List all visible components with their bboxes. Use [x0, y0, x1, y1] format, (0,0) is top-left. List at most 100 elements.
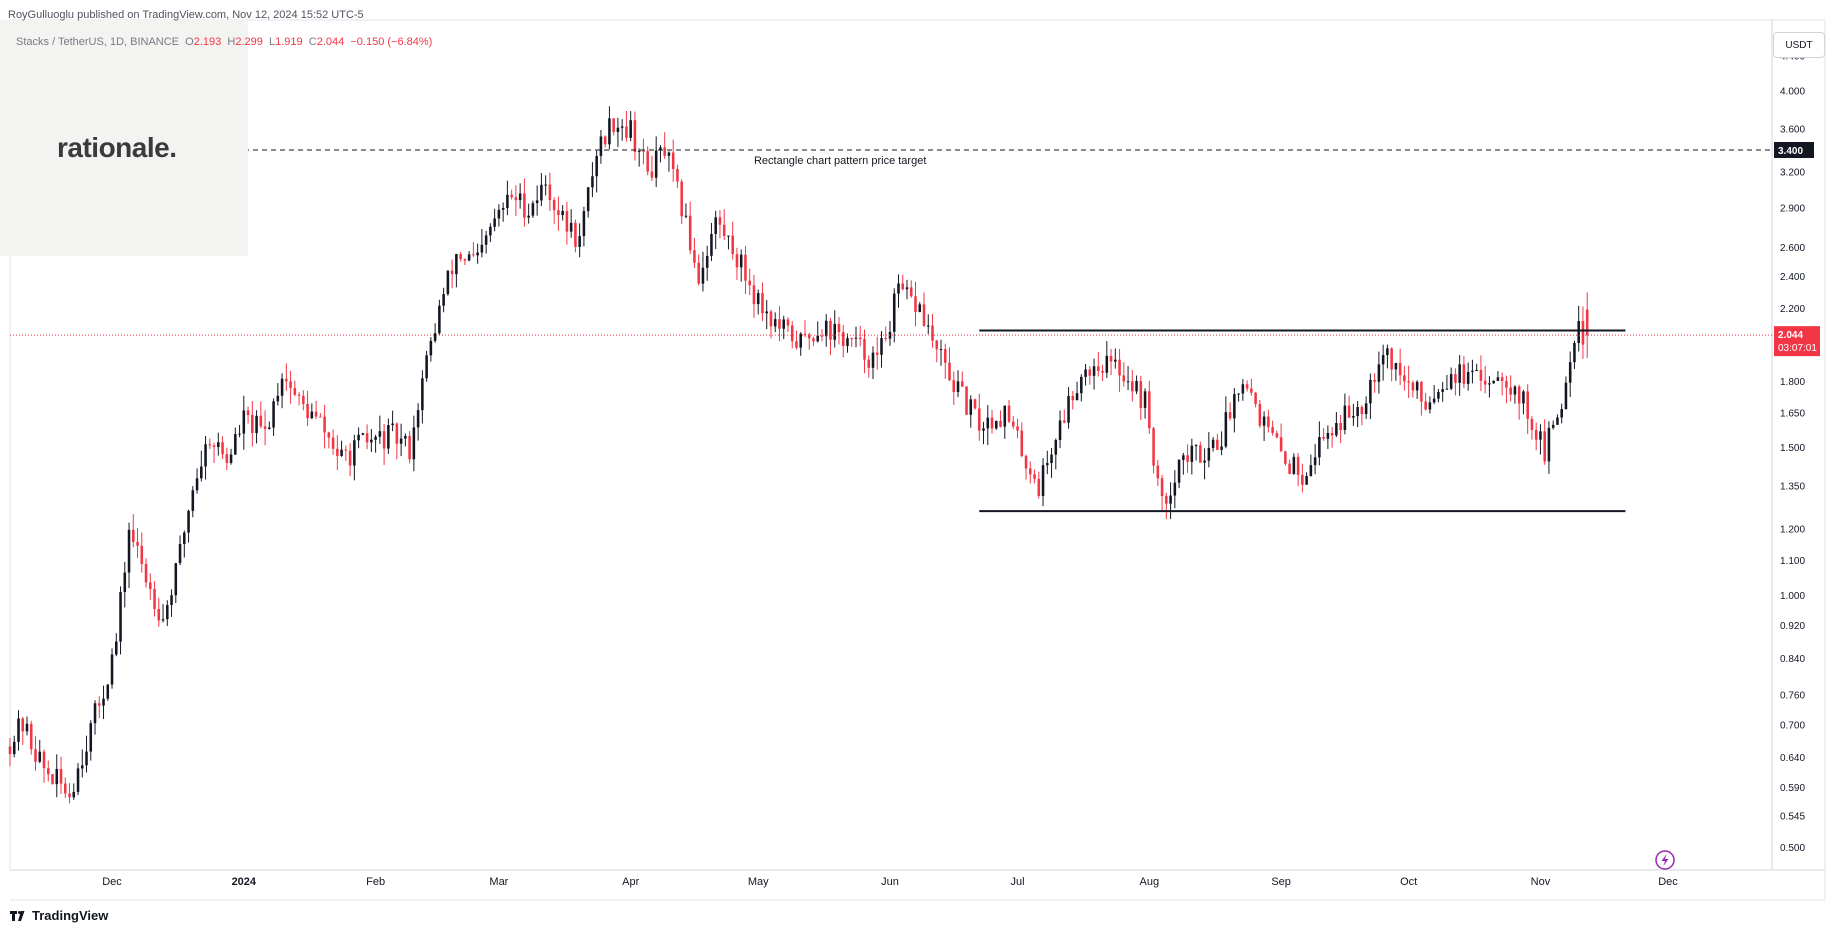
candle-body — [982, 428, 985, 431]
candle-body — [973, 399, 977, 409]
candle-body — [969, 399, 973, 415]
candle-body — [225, 454, 229, 463]
candle-body — [1233, 394, 1236, 419]
candle-body — [80, 765, 84, 769]
candle-body — [744, 254, 747, 281]
candle-body — [731, 235, 734, 255]
y-tick-label: 0.840 — [1780, 654, 1805, 665]
candle-body — [467, 254, 471, 261]
candle-body — [1343, 405, 1347, 431]
candle-body — [1241, 384, 1245, 394]
watermark-box: rationale. — [0, 20, 248, 256]
x-tick-label: Oct — [1400, 876, 1417, 888]
candle-body — [909, 287, 913, 297]
candle-body — [1301, 474, 1304, 485]
candle-body — [705, 255, 709, 268]
candle-body — [1271, 427, 1274, 434]
candle-body — [990, 417, 994, 429]
candle-body — [680, 181, 683, 217]
candle-body — [1033, 474, 1036, 479]
currency-button[interactable]: USDT — [1773, 32, 1825, 58]
candle-body — [612, 118, 615, 132]
candle-body — [506, 194, 509, 208]
candle-body — [102, 698, 105, 706]
candle-body — [1012, 421, 1015, 427]
candle-body — [93, 703, 97, 724]
candle-body — [799, 333, 802, 348]
candle-body — [1556, 417, 1559, 425]
candle-body — [1050, 454, 1053, 464]
candle-body — [327, 432, 331, 438]
candle-body — [710, 233, 713, 256]
candle-body — [1479, 370, 1483, 381]
candle-body — [212, 445, 216, 448]
candle-body — [807, 334, 811, 339]
y-tick-label: 0.920 — [1780, 621, 1805, 632]
footer-brand[interactable]: TradingView — [10, 908, 108, 923]
candle-body — [1551, 424, 1555, 428]
candle-body — [76, 768, 80, 792]
candle-body — [110, 654, 114, 685]
candle-body — [654, 150, 658, 178]
candle-body — [170, 595, 173, 606]
candle-body — [837, 323, 841, 333]
candle-body — [863, 339, 866, 360]
candle-body — [1398, 363, 1402, 376]
candle-body — [1318, 437, 1321, 458]
candle-body — [875, 352, 879, 355]
candle-body — [1041, 465, 1045, 496]
candle-body — [1530, 418, 1534, 430]
candle-body — [1284, 451, 1287, 464]
candle-body — [72, 791, 76, 798]
x-tick-label: 2024 — [232, 876, 257, 888]
candle-body — [208, 444, 212, 446]
candle-body — [1428, 402, 1432, 410]
candle-body — [671, 152, 675, 169]
candle-body — [204, 444, 207, 467]
candle-body — [595, 155, 598, 177]
candle-body — [331, 437, 335, 449]
candle-body — [569, 222, 573, 232]
candle-body — [442, 294, 445, 306]
candle-body — [625, 126, 628, 138]
candle-body — [1139, 381, 1143, 408]
candle-body — [1326, 432, 1330, 439]
candle-body — [221, 442, 224, 455]
candle-body — [1437, 391, 1440, 399]
y-tick-label: 2.900 — [1780, 203, 1805, 214]
candle-body — [1577, 321, 1580, 344]
candle-body — [1573, 343, 1576, 363]
candle-body — [1458, 364, 1461, 383]
candle-body — [892, 293, 896, 332]
candle-body — [616, 127, 620, 132]
target-price-tag-text: 3.400 — [1778, 146, 1803, 157]
candle-body — [297, 394, 301, 396]
candle-body — [824, 320, 828, 337]
candle-body — [98, 703, 101, 706]
candle-body — [497, 209, 501, 219]
candle-body — [370, 439, 373, 443]
candle-body — [1182, 455, 1185, 460]
candle-body — [1122, 375, 1126, 382]
rationale-logo: rationale. — [57, 132, 177, 163]
candle-body — [1143, 391, 1147, 408]
candle-body — [1016, 426, 1019, 431]
candle-body — [25, 723, 29, 732]
candle-body — [259, 415, 263, 427]
candle-body — [735, 254, 739, 268]
candle-body — [1224, 412, 1228, 447]
candle-body — [586, 187, 590, 212]
candle-body — [527, 215, 530, 218]
candle-body — [646, 151, 649, 172]
candle-body — [1088, 369, 1092, 376]
candle-body — [565, 210, 569, 232]
close-value: 2.044 — [316, 36, 345, 48]
candle-body — [319, 416, 322, 418]
candle-body — [1352, 416, 1355, 418]
lightning-icon[interactable] — [1655, 850, 1675, 870]
candle-body — [637, 150, 641, 152]
candle-body — [914, 296, 917, 313]
candle-body — [21, 718, 25, 732]
tradingview-logo-icon — [10, 910, 25, 921]
